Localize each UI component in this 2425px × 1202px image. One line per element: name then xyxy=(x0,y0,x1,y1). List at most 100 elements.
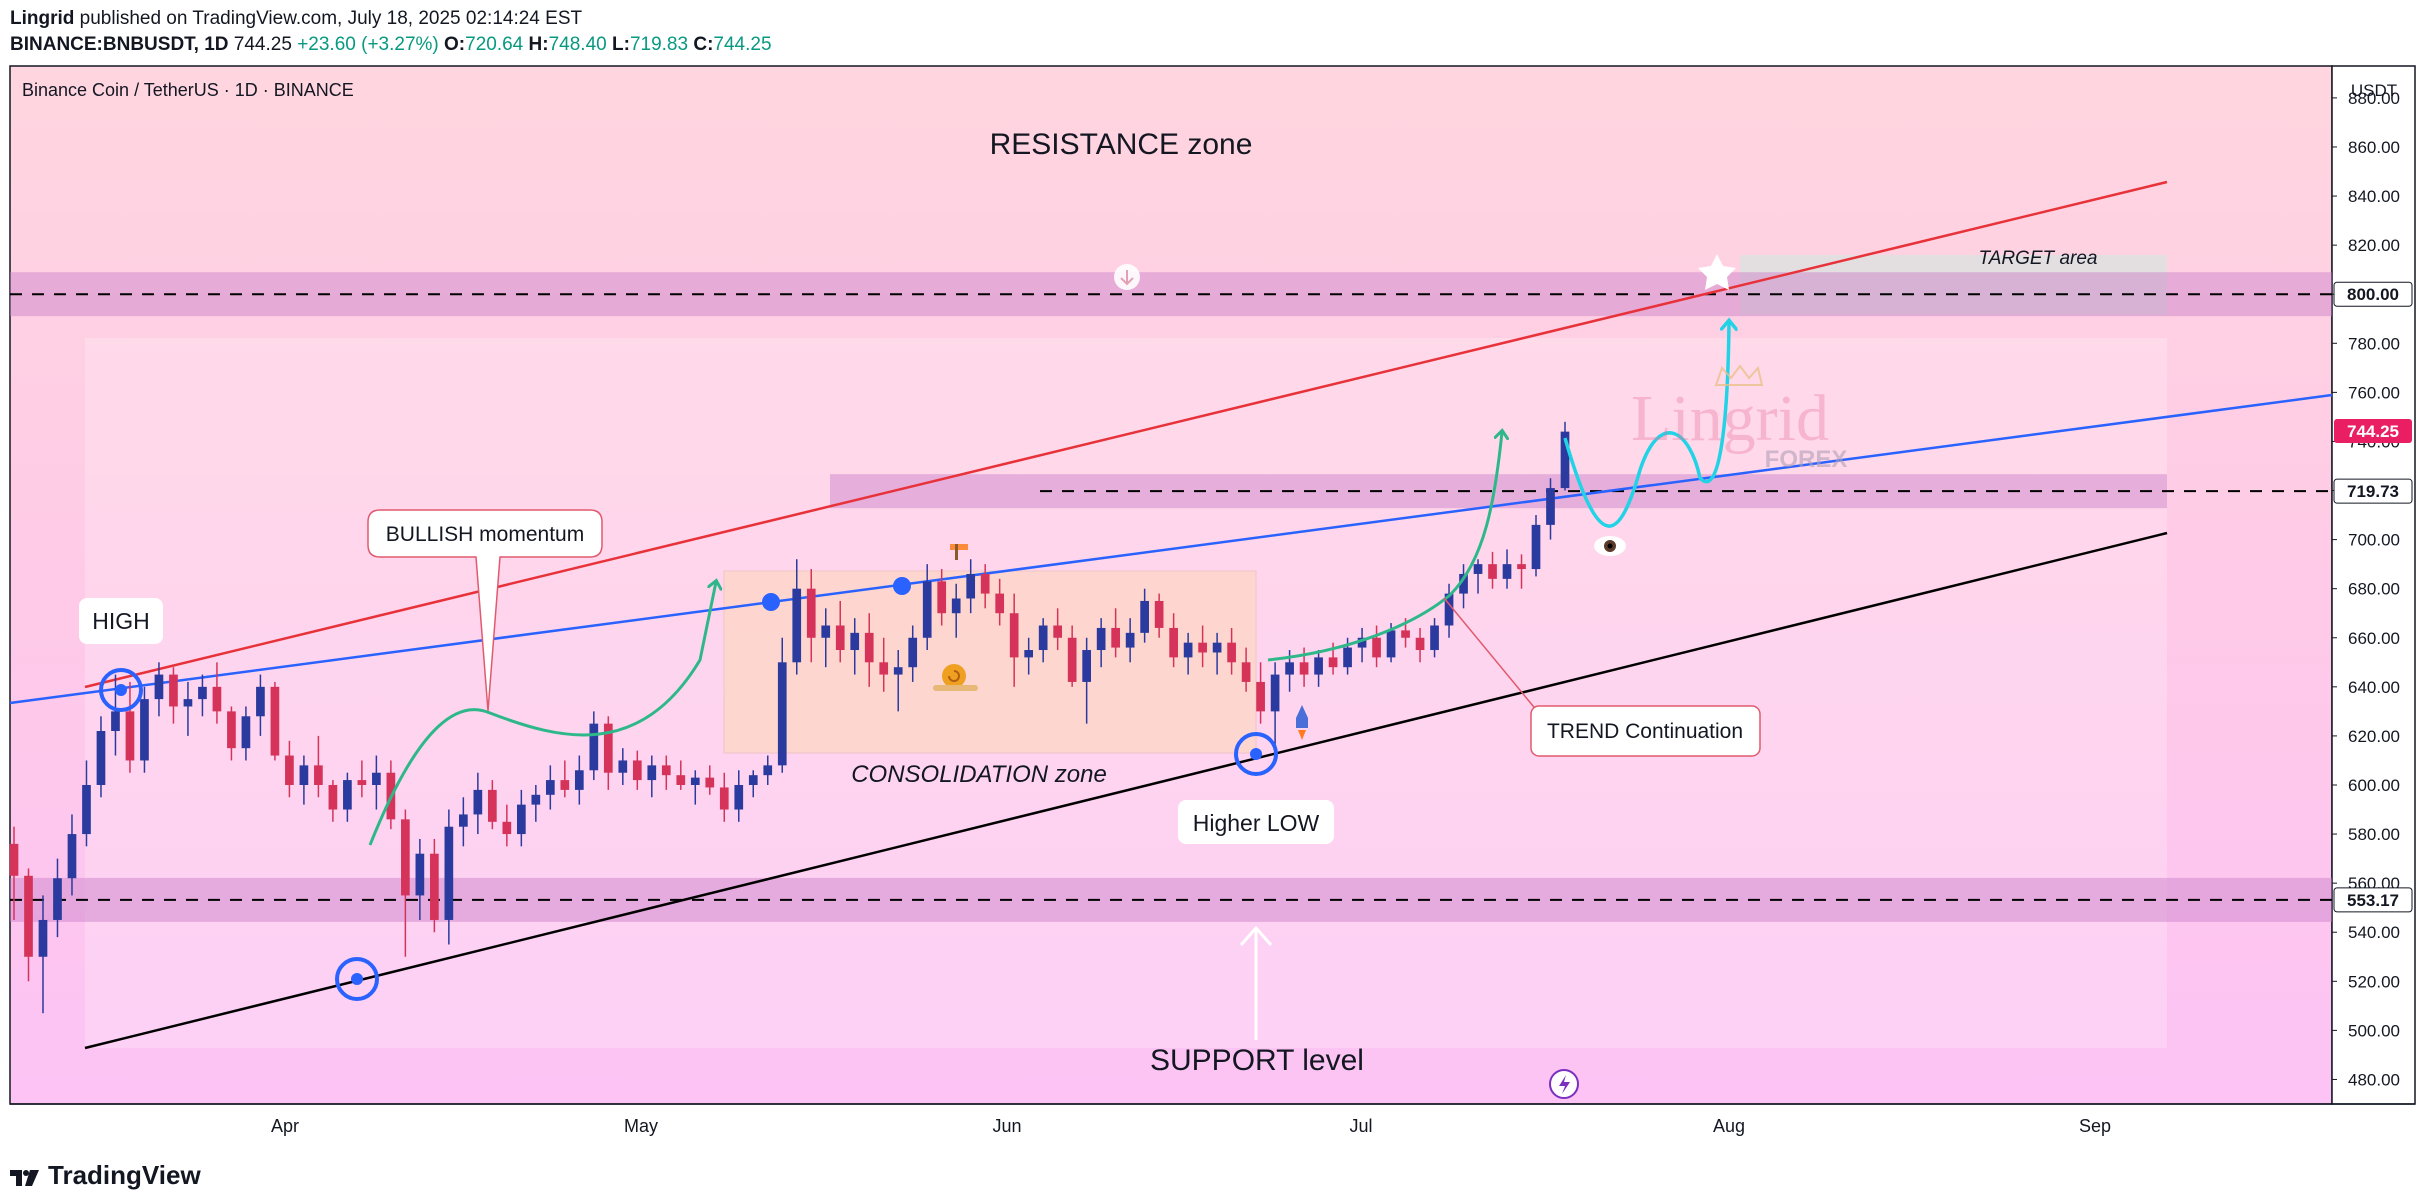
candle[interactable] xyxy=(937,569,947,626)
price-badge[interactable] xyxy=(2333,887,2413,913)
high-marker[interactable] xyxy=(99,668,143,712)
candle[interactable] xyxy=(792,559,802,675)
candle[interactable] xyxy=(24,868,33,982)
candle[interactable] xyxy=(980,564,990,609)
candle[interactable] xyxy=(1096,618,1106,668)
candle[interactable] xyxy=(1169,613,1178,668)
currency-label[interactable]: USDT xyxy=(2351,81,2397,100)
candle[interactable] xyxy=(1038,618,1048,663)
candle[interactable] xyxy=(1024,637,1034,675)
candle[interactable] xyxy=(705,765,715,795)
candle[interactable] xyxy=(1502,549,1512,589)
candle[interactable] xyxy=(1154,593,1164,638)
candle[interactable] xyxy=(1082,637,1092,724)
candle[interactable] xyxy=(1198,625,1207,668)
candle[interactable] xyxy=(96,716,106,798)
candle[interactable] xyxy=(372,755,381,810)
candle[interactable] xyxy=(966,559,976,614)
price-badge[interactable] xyxy=(2334,419,2412,444)
candle[interactable] xyxy=(661,755,671,790)
candle[interactable] xyxy=(270,681,280,761)
candle[interactable] xyxy=(690,770,700,805)
support-trendline[interactable] xyxy=(84,531,2168,1050)
candle[interactable] xyxy=(38,895,48,1014)
candle[interactable] xyxy=(357,760,367,798)
candle[interactable] xyxy=(545,765,555,810)
candle[interactable] xyxy=(183,681,193,736)
candle[interactable] xyxy=(922,564,932,651)
candle[interactable] xyxy=(574,755,584,805)
candle[interactable] xyxy=(908,625,918,682)
candle[interactable] xyxy=(1009,593,1019,687)
candle[interactable] xyxy=(864,613,874,687)
candle[interactable] xyxy=(821,608,831,668)
candle[interactable] xyxy=(719,772,729,822)
candle[interactable] xyxy=(299,755,309,805)
candle[interactable] xyxy=(1125,618,1135,663)
candle[interactable] xyxy=(328,780,338,822)
candle[interactable] xyxy=(256,674,265,736)
candle[interactable] xyxy=(1140,588,1149,643)
candle[interactable] xyxy=(589,711,599,781)
candle[interactable] xyxy=(1212,632,1222,675)
candle[interactable] xyxy=(415,838,425,920)
candle[interactable] xyxy=(893,650,903,712)
candle[interactable] xyxy=(951,583,961,638)
candle[interactable] xyxy=(806,569,816,663)
author-name[interactable]: Lingrid xyxy=(10,8,75,29)
candle[interactable] xyxy=(1444,583,1454,638)
candle[interactable] xyxy=(198,674,207,717)
candle[interactable] xyxy=(1314,650,1323,687)
candle[interactable] xyxy=(9,826,19,920)
price-badge[interactable] xyxy=(2333,281,2413,307)
candle[interactable] xyxy=(516,789,526,847)
anchor-point-2[interactable] xyxy=(893,577,911,595)
candle[interactable] xyxy=(879,637,889,692)
candle[interactable] xyxy=(777,637,787,773)
candle[interactable] xyxy=(1546,478,1555,540)
candle[interactable] xyxy=(1357,627,1367,663)
candle[interactable] xyxy=(53,858,62,938)
candle[interactable] xyxy=(603,716,613,790)
candle[interactable] xyxy=(169,667,178,724)
candle[interactable] xyxy=(1488,551,1497,589)
candle[interactable] xyxy=(734,770,744,822)
candle[interactable] xyxy=(1183,632,1193,675)
candle[interactable] xyxy=(618,748,628,785)
candle[interactable] xyxy=(285,740,294,798)
candle[interactable] xyxy=(1415,627,1425,663)
lightning-icon[interactable] xyxy=(1549,1069,1579,1099)
candle[interactable] xyxy=(140,686,149,773)
anchor-point-1[interactable] xyxy=(762,593,780,611)
candle[interactable] xyxy=(1517,554,1526,589)
candle[interactable] xyxy=(1372,625,1381,668)
candle[interactable] xyxy=(1053,608,1063,651)
candle[interactable] xyxy=(473,772,483,835)
candle[interactable] xyxy=(82,760,91,847)
candle[interactable] xyxy=(531,784,541,822)
higher-low-callout[interactable]: Higher LOW xyxy=(1178,800,1334,844)
candle[interactable] xyxy=(1256,662,1265,724)
mid-trendline[interactable] xyxy=(9,393,2333,705)
candle[interactable] xyxy=(125,681,135,773)
candle[interactable] xyxy=(67,814,77,896)
trend-continuation-callout[interactable]: TREND Continuation xyxy=(1530,705,1761,757)
candle[interactable] xyxy=(995,578,1005,626)
candle[interactable] xyxy=(647,755,657,798)
candle[interactable] xyxy=(1227,627,1236,675)
candle[interactable] xyxy=(343,772,352,822)
high-callout[interactable]: HIGH xyxy=(79,598,163,644)
candle[interactable] xyxy=(1473,559,1483,594)
candle[interactable] xyxy=(560,760,570,798)
bullish-momentum-callout[interactable]: BULLISH momentum xyxy=(367,509,603,712)
candle[interactable] xyxy=(401,809,410,957)
higher-low-marker[interactable] xyxy=(1234,732,1278,776)
arrow-down-circle-icon[interactable] xyxy=(1114,264,1140,290)
candle[interactable] xyxy=(314,735,323,798)
candle[interactable] xyxy=(763,755,773,785)
low-marker[interactable] xyxy=(335,957,379,1001)
candle[interactable] xyxy=(1560,421,1570,491)
candle[interactable] xyxy=(154,662,164,717)
candle[interactable] xyxy=(241,706,251,761)
